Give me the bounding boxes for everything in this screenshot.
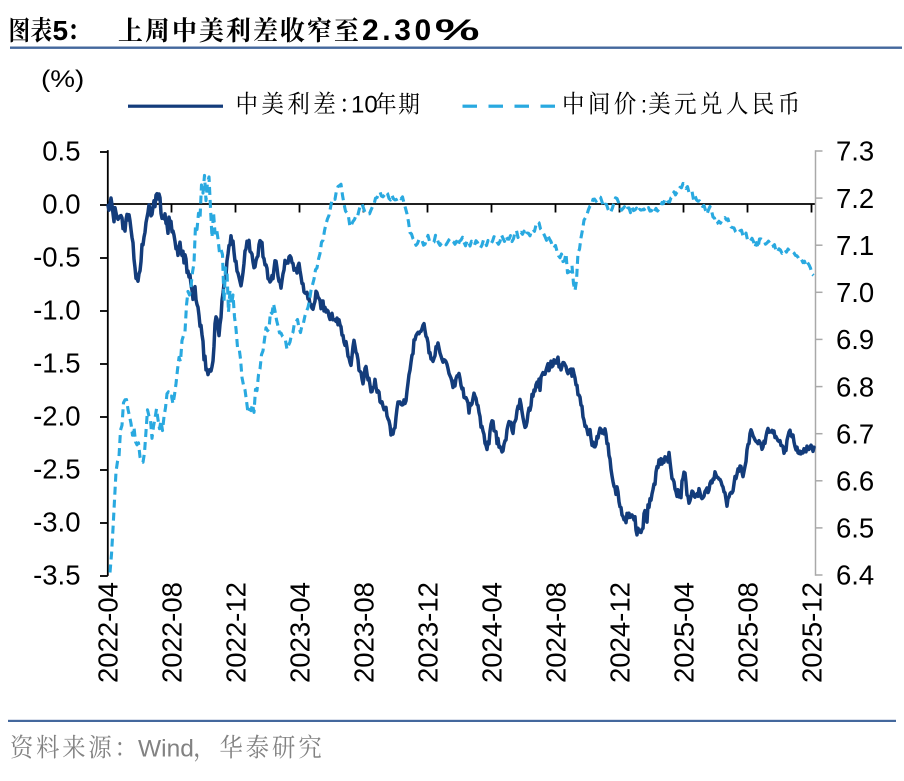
svg-text:2022-12: 2022-12 — [220, 582, 251, 683]
svg-text:2023-08: 2023-08 — [348, 582, 379, 683]
svg-text:7.0: 7.0 — [836, 277, 874, 308]
svg-text:6.5: 6.5 — [836, 513, 874, 544]
svg-text:2024-04: 2024-04 — [476, 582, 507, 683]
svg-text:5: 5 — [53, 15, 69, 46]
svg-text:2025-08: 2025-08 — [732, 582, 763, 683]
svg-text:%: % — [435, 13, 480, 47]
svg-text:-3.0: -3.0 — [33, 507, 80, 538]
svg-text:0.0: 0.0 — [42, 189, 80, 220]
svg-text:10: 10 — [351, 92, 378, 119]
svg-text:2024-12: 2024-12 — [604, 582, 635, 683]
svg-text:7.1: 7.1 — [836, 230, 874, 261]
svg-text:-1.5: -1.5 — [33, 348, 80, 379]
svg-text:-1.0: -1.0 — [33, 295, 80, 326]
svg-text:2024-08: 2024-08 — [540, 582, 571, 683]
svg-text:-0.5: -0.5 — [33, 242, 80, 273]
svg-text:6.6: 6.6 — [836, 466, 874, 497]
svg-text:2022-08: 2022-08 — [156, 582, 187, 683]
svg-text:2.30: 2.30 — [362, 14, 435, 47]
svg-text:0.5: 0.5 — [42, 136, 80, 167]
svg-text:2023-12: 2023-12 — [412, 582, 443, 683]
svg-text:6.4: 6.4 — [836, 560, 874, 591]
svg-text::: : — [641, 92, 647, 118]
svg-text:7.2: 7.2 — [836, 183, 874, 214]
svg-text:6.9: 6.9 — [836, 324, 874, 355]
svg-text:2022-04: 2022-04 — [92, 582, 123, 683]
svg-text:2025-04: 2025-04 — [668, 582, 699, 683]
svg-text:2025-12: 2025-12 — [796, 582, 827, 683]
svg-text:7.3: 7.3 — [836, 136, 874, 167]
svg-text:6.8: 6.8 — [836, 371, 874, 402]
svg-text:-2.5: -2.5 — [33, 454, 80, 485]
svg-text:-2.0: -2.0 — [33, 401, 80, 432]
svg-text:2023-04: 2023-04 — [284, 582, 315, 683]
svg-text:6.7: 6.7 — [836, 418, 874, 449]
svg-text:-3.5: -3.5 — [33, 560, 80, 591]
svg-text:Wind: Wind — [138, 736, 194, 763]
svg-text:(%): (%) — [41, 65, 84, 93]
